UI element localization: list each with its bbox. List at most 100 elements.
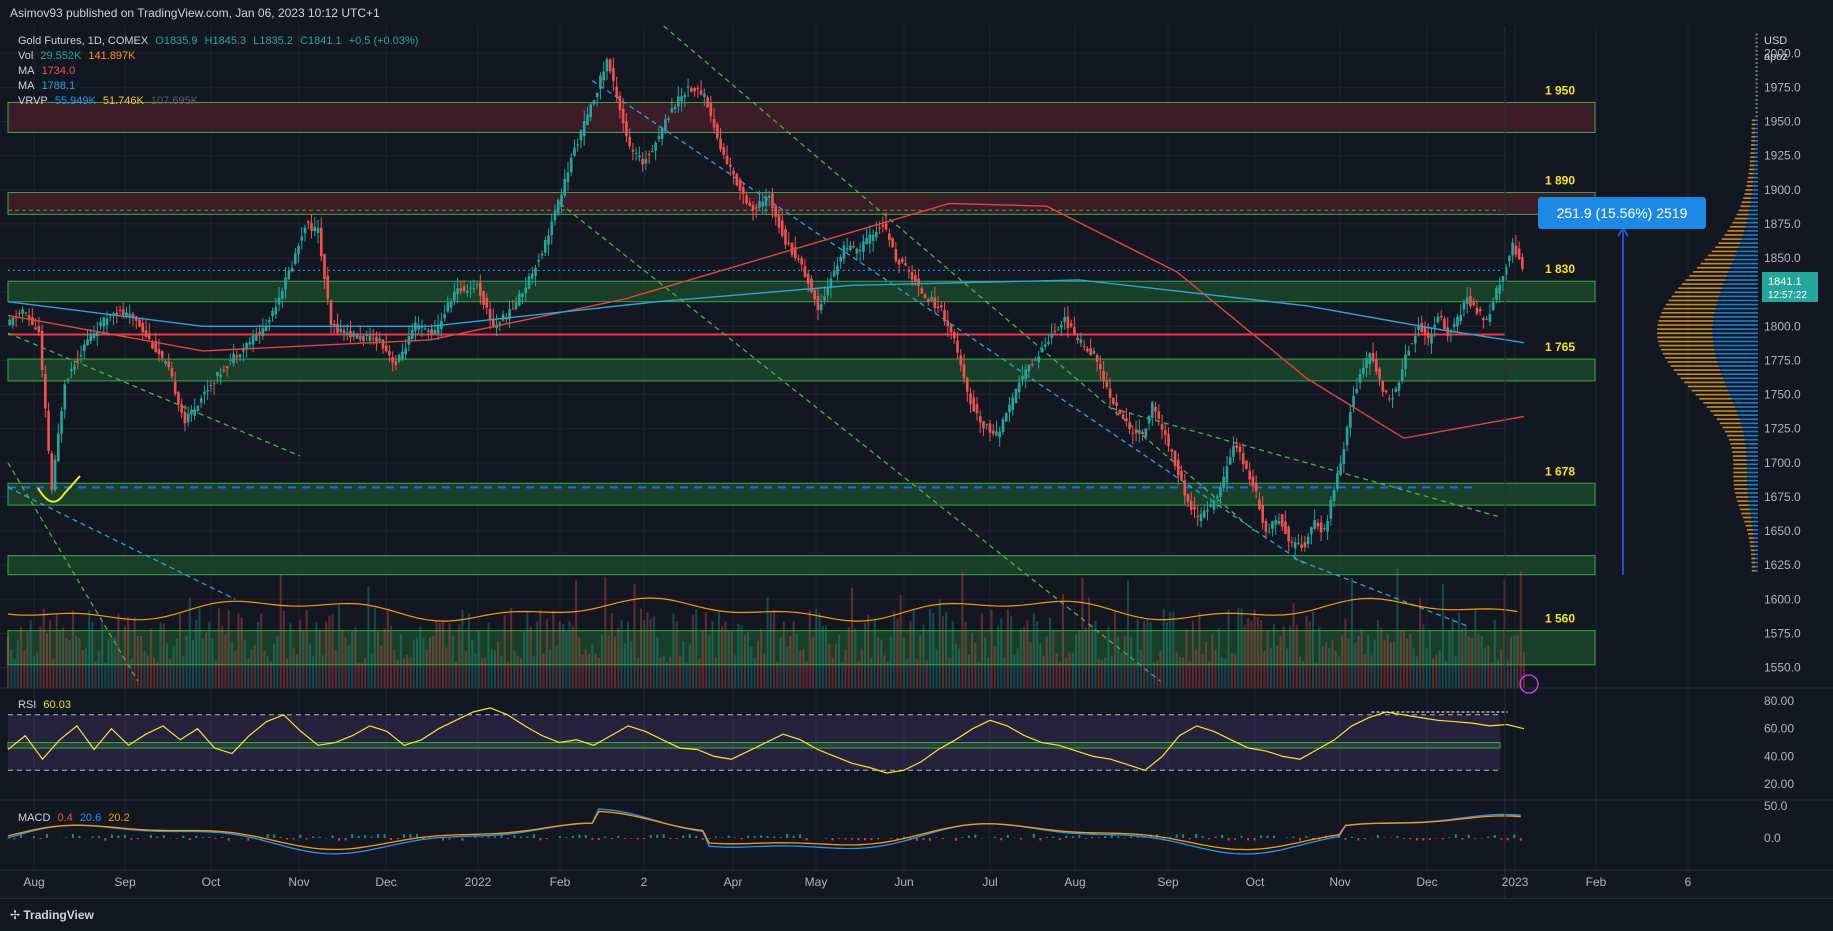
volume-bar [1377, 620, 1379, 688]
volume-bar [1075, 635, 1077, 688]
volume-bar [926, 660, 928, 688]
volume-bar [510, 608, 512, 688]
macd-hist-bar [754, 836, 756, 838]
vrvp-bar-up [1733, 459, 1747, 461]
candle-body [771, 193, 774, 208]
vrvp-bar-down [1751, 517, 1758, 519]
candle-body [1407, 351, 1410, 356]
macd-hist-bar [598, 838, 600, 840]
volume-bar [413, 640, 415, 688]
candle-body [278, 298, 281, 305]
candle-body [47, 410, 50, 451]
vrvp-bar-down [1749, 504, 1758, 506]
candle-body [1219, 487, 1222, 497]
candle-body [434, 330, 437, 334]
candle-body [1388, 398, 1391, 399]
volume-bar [1367, 634, 1369, 688]
vrvp-bar-up [1748, 533, 1754, 535]
vrvp-bar-down [1752, 521, 1758, 523]
candle-body [1498, 285, 1501, 294]
candle-body [580, 131, 583, 141]
candle-body [226, 366, 229, 368]
volume-bar [828, 644, 830, 688]
candle-body [1011, 397, 1014, 410]
volume-bar [1338, 657, 1340, 688]
candle-body [895, 249, 898, 261]
vrvp-bar-up [1688, 386, 1727, 388]
volume-bar [575, 580, 577, 688]
legend-vrvp3: 107.695K [151, 95, 198, 107]
vrvp-bar-down [1757, 58, 1758, 60]
rsi-axis-label: 60.00 [1764, 722, 1794, 736]
vrvp-bar-down [1752, 193, 1758, 195]
candle-body [349, 331, 352, 337]
candle-body [1128, 422, 1131, 429]
volume-bar [530, 626, 532, 688]
macd-hist-bar [1182, 834, 1184, 838]
vrvp-bar-up [1748, 177, 1754, 179]
candle-body [515, 302, 518, 309]
candle-body [1050, 334, 1053, 338]
vrvp-bar-up [1744, 521, 1751, 523]
legend-volume-row: Vol 29.552K 141.897K [18, 49, 422, 64]
macd-hist-bar [1429, 838, 1431, 840]
volume-bar [1267, 631, 1269, 688]
volume-bar [1120, 652, 1122, 688]
volume-bar [598, 658, 600, 688]
macd-hist-bar [1208, 838, 1210, 839]
candle-body [1261, 505, 1264, 523]
candle-body [859, 250, 862, 251]
volume-bar [17, 640, 19, 688]
vrvp-bar-up [1699, 398, 1731, 400]
vrvp-bar-up [1756, 74, 1757, 76]
vrvp-bar-down [1757, 79, 1758, 81]
candle-body [297, 246, 300, 254]
candle-body [460, 288, 463, 291]
candle-body [625, 121, 628, 136]
macd-hist-bar [1442, 838, 1444, 839]
volume-bar [208, 622, 210, 688]
candle-body [638, 155, 641, 157]
volume-bar [952, 621, 954, 688]
candle-body [1356, 389, 1359, 393]
candle-body [680, 96, 683, 101]
volume-bar [1182, 657, 1184, 688]
macd-hist-bar [1254, 838, 1256, 840]
volume-bar [663, 656, 665, 688]
candle-body [447, 303, 450, 312]
candle-body [343, 331, 346, 333]
candle-body [570, 158, 573, 172]
volume-bar [309, 645, 311, 688]
candle-body [164, 361, 167, 363]
vrvp-bar-down [1742, 238, 1758, 240]
vrvp-bar-up [1725, 234, 1743, 236]
vrvp-bar-up [1696, 394, 1730, 396]
vrvp-bar-down [1753, 529, 1758, 531]
vrvp-bar-down [1755, 549, 1758, 551]
candle-body [1278, 521, 1281, 524]
volume-bar [150, 629, 152, 688]
volume-bar [1322, 646, 1324, 688]
candle-body [388, 351, 391, 355]
candle-body [1271, 521, 1274, 529]
vrvp-bar-up [1752, 128, 1756, 130]
volume-bar [1059, 662, 1061, 688]
volume-bar [1344, 619, 1346, 688]
vrvp-bar-up [1681, 377, 1724, 379]
candle-body [1307, 537, 1310, 544]
vrvp-bar-down [1746, 443, 1758, 445]
candle-body [1274, 520, 1277, 524]
volume-bar [861, 649, 863, 688]
volume-bar [543, 653, 545, 688]
vrvp-bar-down [1742, 427, 1758, 429]
candle-body [1132, 433, 1135, 434]
candle-body [391, 357, 394, 363]
vrvp-bar-up [1657, 332, 1713, 334]
vrvp-bar-up [1751, 140, 1755, 142]
vrvp-bar-up [1742, 201, 1751, 203]
candle-body [57, 434, 60, 462]
volume-bar [948, 657, 950, 688]
volume-bar [445, 647, 447, 688]
candle-body [67, 379, 70, 380]
